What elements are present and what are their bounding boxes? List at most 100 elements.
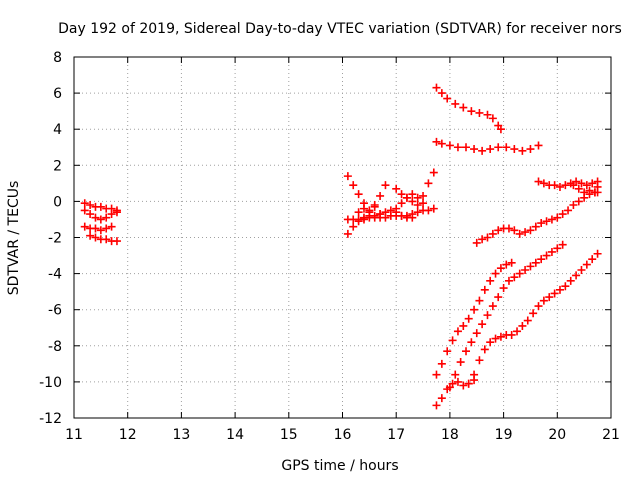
data-point <box>424 179 433 188</box>
data-point <box>376 191 385 200</box>
data-point <box>470 305 479 314</box>
data-point <box>91 224 100 233</box>
data-point <box>107 222 116 231</box>
data-point <box>539 296 548 305</box>
data-point <box>80 222 89 231</box>
x-tick-label: 13 <box>172 427 190 443</box>
data-point <box>483 110 492 119</box>
y-axis-label: SDTVAR / TECUs <box>6 181 22 296</box>
data-point <box>488 229 497 238</box>
data-point <box>572 271 581 280</box>
data-point <box>496 332 505 341</box>
data-point <box>483 311 492 320</box>
x-tick-label: 18 <box>441 427 459 443</box>
data-point <box>550 181 559 190</box>
data-point <box>502 260 511 269</box>
data-point <box>515 229 524 238</box>
data-point <box>475 356 484 365</box>
data-point <box>550 289 559 298</box>
data-point <box>96 226 105 235</box>
data-point <box>585 186 594 195</box>
data-point <box>437 139 446 148</box>
data-point <box>486 338 495 347</box>
data-point <box>397 211 406 220</box>
data-point <box>91 233 100 242</box>
x-tick-label: 16 <box>334 427 352 443</box>
data-point <box>582 181 591 190</box>
data-point <box>459 381 468 390</box>
data-point <box>513 327 522 336</box>
data-point <box>510 145 519 154</box>
data-points <box>80 83 602 410</box>
y-tick-label: -12 <box>39 411 62 427</box>
x-tick-label: 17 <box>387 427 405 443</box>
data-point <box>494 226 503 235</box>
data-point <box>467 107 476 116</box>
data-point <box>91 213 100 222</box>
data-point <box>521 265 530 274</box>
data-point <box>526 262 535 271</box>
data-point <box>419 191 428 200</box>
data-point <box>419 199 428 208</box>
data-point <box>437 89 446 98</box>
data-point <box>542 217 551 226</box>
data-point <box>569 201 578 210</box>
data-point <box>349 222 358 231</box>
data-point <box>359 204 368 213</box>
y-tick-label: 8 <box>53 50 62 66</box>
data-point <box>80 199 89 208</box>
data-point <box>569 181 578 190</box>
data-point <box>475 296 484 305</box>
data-point <box>472 329 481 338</box>
data-point <box>494 293 503 302</box>
data-point <box>467 338 476 347</box>
x-tick-label: 12 <box>119 427 137 443</box>
data-point <box>478 320 487 329</box>
data-point <box>510 226 519 235</box>
data-point <box>445 383 454 392</box>
data-point <box>553 244 562 253</box>
data-point <box>459 321 468 330</box>
data-point <box>392 204 401 213</box>
data-point <box>453 377 462 386</box>
data-point <box>429 204 438 213</box>
data-point <box>480 345 489 354</box>
data-point <box>349 181 358 190</box>
data-point <box>483 233 492 242</box>
data-point <box>521 228 530 237</box>
data-point <box>354 208 363 217</box>
data-point <box>510 273 519 282</box>
data-point <box>402 193 411 202</box>
x-tick-label: 19 <box>495 427 513 443</box>
data-point <box>496 264 505 273</box>
data-point <box>547 215 556 224</box>
data-point <box>558 240 567 249</box>
data-point <box>534 302 543 311</box>
y-tick-label: -10 <box>39 375 62 391</box>
data-point <box>590 188 599 197</box>
data-point <box>566 276 575 285</box>
data-point <box>429 168 438 177</box>
data-point <box>539 179 548 188</box>
data-point <box>475 108 484 117</box>
y-tick-label: 0 <box>53 194 62 210</box>
data-point <box>453 327 462 336</box>
data-point <box>459 103 468 112</box>
data-point <box>437 359 446 368</box>
data-point <box>478 146 487 155</box>
data-point <box>499 284 508 293</box>
data-point <box>432 83 441 92</box>
data-point <box>574 197 583 206</box>
x-tick-label: 14 <box>226 427 244 443</box>
data-point <box>112 237 121 246</box>
y-tick-label: -2 <box>48 231 62 247</box>
data-point <box>408 190 417 199</box>
data-point <box>453 143 462 152</box>
data-point <box>582 260 591 269</box>
data-point <box>381 181 390 190</box>
data-point <box>432 137 441 146</box>
data-point <box>574 184 583 193</box>
data-point <box>365 208 374 217</box>
data-point <box>408 197 417 206</box>
data-point <box>580 188 589 197</box>
